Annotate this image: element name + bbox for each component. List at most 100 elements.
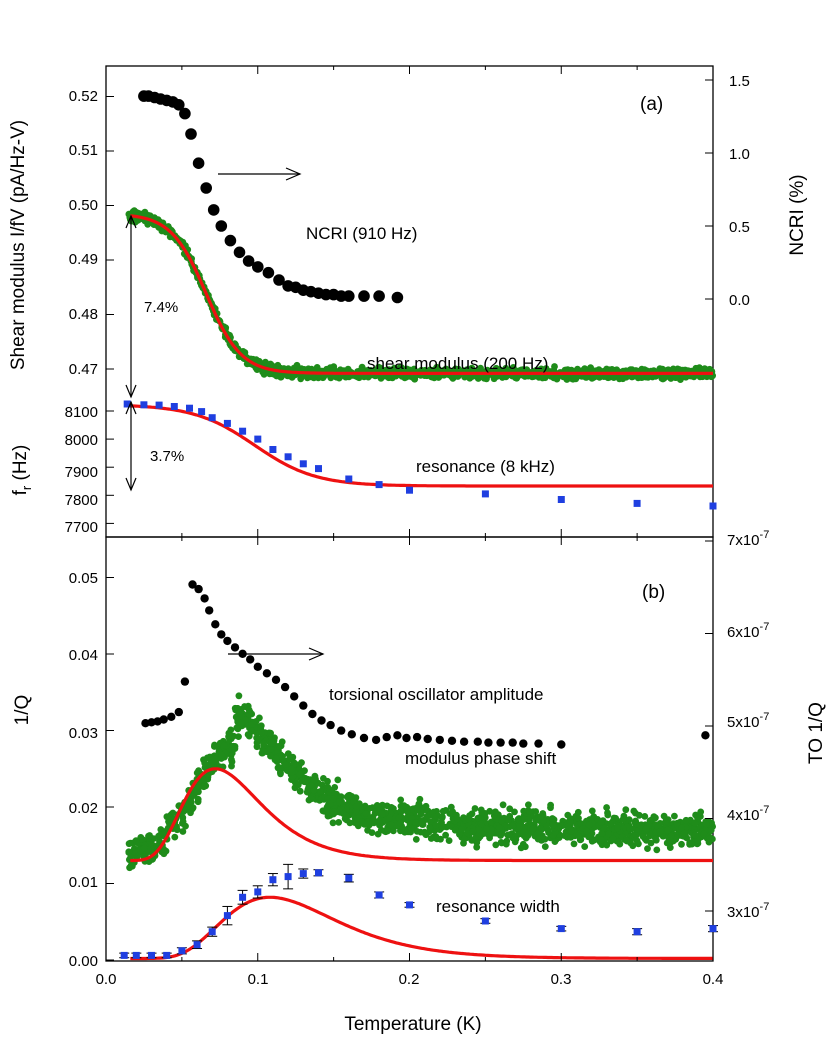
amplitude-point	[382, 732, 391, 742]
resonance-width-point	[120, 951, 128, 959]
y-tick-label: 0.05	[69, 570, 98, 587]
phase-shift-point	[529, 825, 537, 833]
amplitude-annotation: torsional oscillator amplitude	[329, 685, 544, 704]
phase-shift-point	[547, 801, 554, 809]
phase-shift-point	[442, 831, 449, 839]
phase-shift-point	[296, 787, 304, 795]
phase-shift-point	[632, 817, 639, 825]
phase-shift-point	[502, 840, 510, 848]
amplitude-point	[271, 675, 281, 684]
ncri-point	[343, 290, 355, 302]
phase-shift-point	[581, 843, 589, 850]
phase-shift-point	[471, 805, 479, 812]
phase-shift-point	[220, 742, 228, 749]
phase-annotation: modulus phase shift	[405, 749, 556, 768]
phase-shift-point	[585, 833, 592, 841]
resonance-point	[375, 481, 383, 489]
phase-shift-point	[461, 835, 468, 843]
phase-shift-point	[298, 759, 305, 766]
resonance-width-point	[193, 941, 201, 949]
phase-shift-point	[505, 831, 513, 839]
phase-shift-point	[427, 835, 435, 842]
phase-shift-point	[478, 809, 486, 816]
phase-shift-point	[475, 826, 483, 834]
phase-shift-point	[583, 827, 591, 835]
phase-shift-point	[445, 837, 453, 844]
phase-shift-point	[629, 842, 637, 850]
phase-shift-point	[574, 832, 582, 840]
resonance-point	[709, 502, 717, 510]
phase-shift-point	[407, 825, 415, 833]
phase-shift-point	[396, 819, 404, 827]
oscillator-amplitude-series	[141, 580, 710, 749]
phase-shift-point	[414, 806, 421, 814]
phase-shift-point	[366, 805, 373, 812]
phase-shift-point	[307, 782, 315, 789]
phase-shift-point	[331, 784, 339, 791]
y-tick-label: 0.00	[69, 953, 98, 970]
y-tick-label: 6x10-7	[727, 621, 769, 641]
ncri-annotation: NCRI (910 Hz)	[306, 224, 417, 243]
shear-modulus-point	[638, 365, 646, 373]
y-tick-label: 7900	[65, 464, 98, 481]
resonance-point	[254, 435, 262, 443]
phase-shift-point	[324, 812, 332, 820]
phase-shift-point	[499, 801, 507, 809]
phase-shift-point	[139, 836, 147, 844]
x-tick-label: 0.3	[551, 971, 572, 988]
phase-shift-point	[379, 801, 386, 809]
x-tick-label: 0.4	[703, 971, 724, 988]
phase-shift-point	[375, 817, 383, 825]
shear-modulus-point	[583, 373, 590, 381]
phase-shift-point	[277, 770, 284, 778]
resonance-point	[223, 419, 231, 427]
phase-shift-point	[603, 841, 611, 849]
phase-shift-point	[302, 778, 309, 786]
amplitude-point	[246, 655, 255, 664]
amplitude-point	[337, 726, 346, 735]
phase-shift-point	[673, 819, 681, 827]
x-tick-label: 0.2	[399, 971, 420, 988]
resonance-point	[208, 414, 216, 422]
phase-shift-point	[543, 822, 551, 829]
phase-shift-point	[387, 821, 395, 829]
amplitude-point	[508, 738, 517, 747]
phase-shift-point	[140, 844, 148, 852]
phase-shift-point	[660, 812, 668, 820]
amplitude-point	[230, 643, 240, 652]
ncri-point	[173, 99, 185, 111]
phase-shift-point	[506, 805, 514, 813]
phase-shift-point	[330, 808, 338, 816]
y-tick-label: 1.0	[729, 146, 750, 163]
phase-shift-point	[310, 776, 318, 784]
phase-shift-point	[680, 829, 688, 837]
phase-shift-point	[252, 718, 260, 725]
phase-shift-point	[705, 838, 713, 846]
y-tick-label: 7x10-7	[727, 529, 769, 549]
phase-shift-point	[700, 830, 708, 838]
phase-shift-point	[146, 832, 154, 839]
resonance-point	[406, 486, 413, 494]
ncri-point	[207, 204, 220, 216]
phase-shift-point	[678, 840, 685, 848]
y-tick-label: 4x10-7	[727, 804, 769, 824]
phase-shift-point	[483, 825, 490, 833]
amplitude-point	[262, 669, 272, 678]
phase-shift-point	[235, 733, 242, 740]
phase-shift-point	[225, 729, 233, 737]
resonance-width-point	[132, 951, 140, 959]
phase-shift-point	[641, 813, 649, 820]
phase-shift-point	[534, 830, 542, 837]
phase-shift-point	[421, 830, 429, 838]
phase-shift-point	[567, 834, 575, 841]
phase-shift-point	[267, 752, 274, 760]
ncri-point	[373, 290, 385, 302]
phase-shift-point	[231, 745, 239, 752]
panel-a-label: (a)	[640, 94, 663, 115]
phase-shift-point	[623, 837, 631, 845]
phase-shift-point	[653, 846, 661, 854]
phase-shift-point	[368, 829, 376, 836]
phase-shift-point	[337, 793, 345, 801]
phase-shift-point	[534, 835, 542, 843]
resonance-point	[170, 403, 178, 410]
